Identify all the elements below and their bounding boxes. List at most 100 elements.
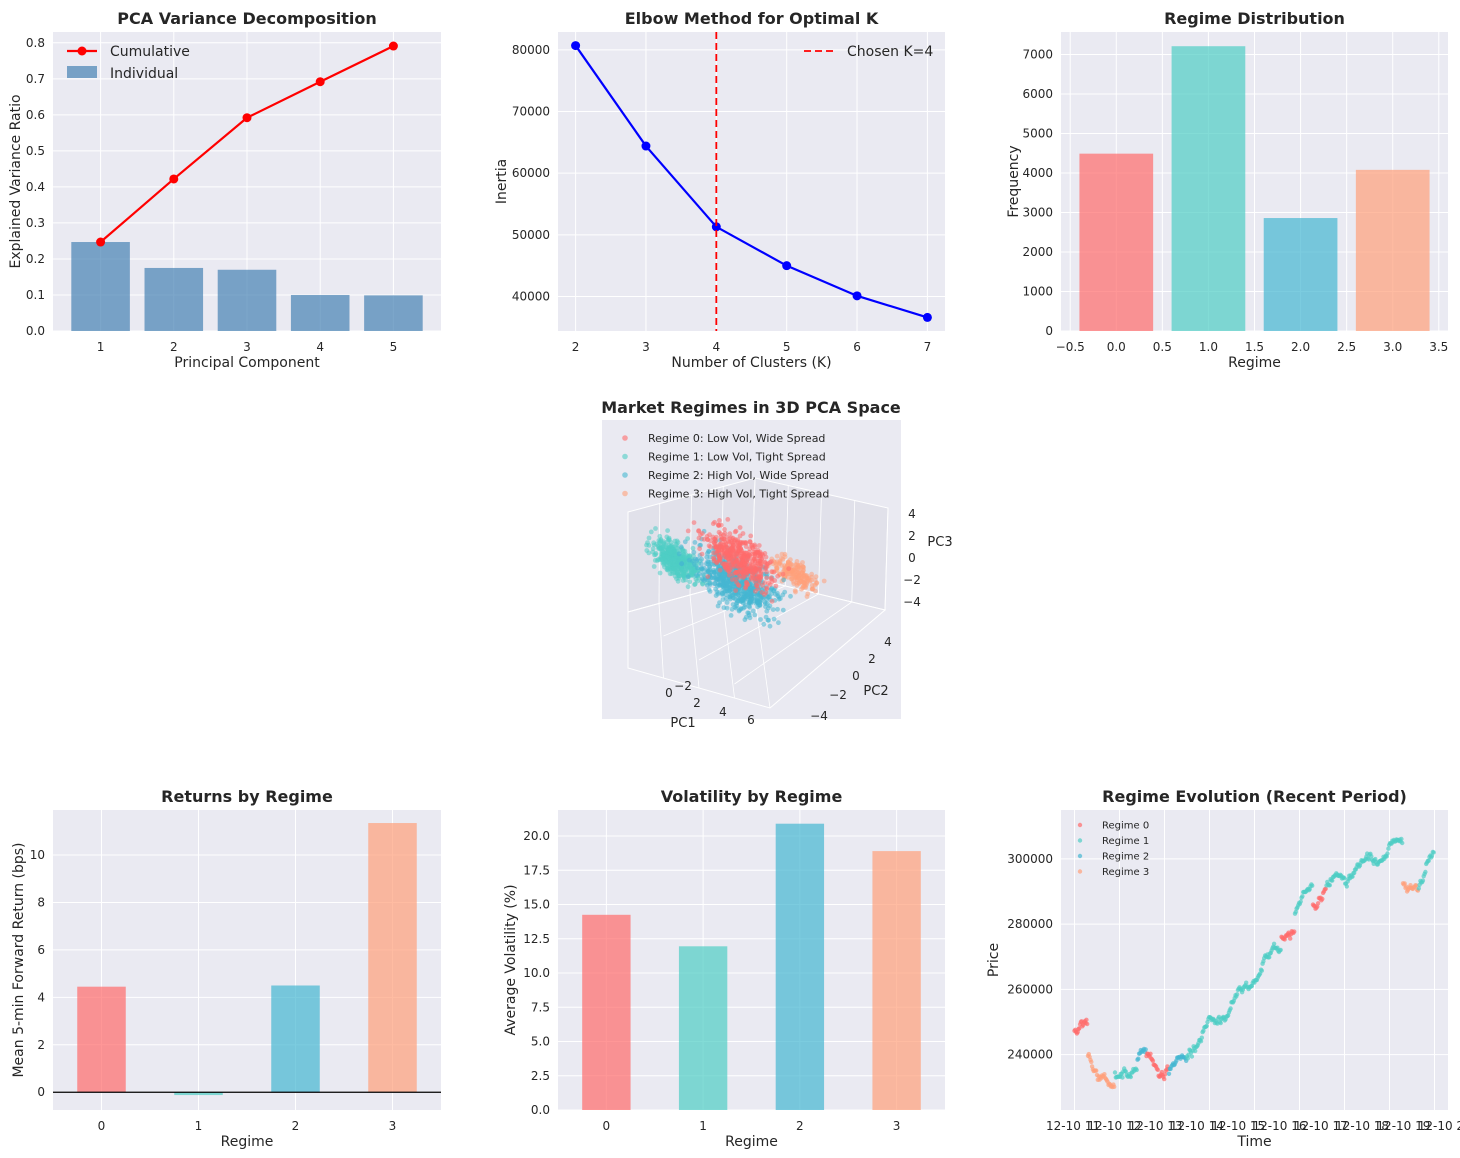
pca3d-point-regime-2 [775, 606, 780, 612]
pca3d-point-regime-0 [768, 575, 774, 581]
regime-distribution-chart: 0 1000 2000 3000 4000 5000 6000 7000 −0.5 0.0 0.5 1… [1006, 9, 1448, 371]
pca3d-point-regime-2 [767, 623, 773, 629]
pca3d-point-regime-1 [670, 570, 676, 575]
pca-legend-cumulative: Cumulative [110, 44, 190, 60]
evo-point-regime-1 [1342, 876, 1347, 881]
evo-xtick-label: 12-10 16 [1253, 1119, 1307, 1133]
pca3d-zlabel: PC3 [927, 535, 952, 550]
evo-point-regime-3 [1112, 1084, 1117, 1090]
dist-ytick-label: 7000 [1022, 48, 1053, 62]
pca-ytick-label: 0.2 [26, 252, 45, 266]
evo-xtick-label: 12-10 19 [1376, 1119, 1430, 1133]
pca3d-point-regime-0 [756, 543, 762, 548]
pca3d-point-regime-2 [696, 571, 702, 577]
pca3d-point-regime-1 [671, 547, 676, 552]
pca3d-point-regime-0 [685, 528, 691, 534]
pca3d-ytick-label: 2 [868, 652, 876, 666]
pca3d-point-regime-1 [651, 564, 657, 569]
elbow-xtick-label: 7 [924, 340, 932, 354]
elbow-ytick-label: 40000 [512, 289, 550, 303]
elbow-ytick-label: 70000 [512, 105, 550, 119]
pca3d-point-regime-1 [675, 546, 680, 551]
pca3d-point-regime-0 [751, 549, 757, 555]
pca3d-point-regime-3 [774, 559, 780, 565]
pca3d-point-regime-2 [739, 597, 745, 603]
pca3d-point-regime-3 [797, 562, 803, 568]
pca3d-point-regime-2 [685, 574, 691, 580]
pca3d-point-regime-0 [733, 588, 739, 593]
pca3d-point-regime-1 [659, 546, 665, 551]
pca3d-ztick-label: 0 [908, 551, 916, 565]
evo-legend-label-2: Regime 2 [1102, 852, 1149, 863]
pca3d-point-regime-0 [769, 598, 775, 604]
pca3d-ztick-label: 2 [908, 529, 916, 543]
evo-legend-label-3: Regime 3 [1102, 867, 1149, 878]
elbow-point [571, 41, 581, 51]
pca-bar-individual [71, 242, 130, 331]
pca3d-point-regime-2 [705, 559, 711, 564]
pca3d-point-regime-1 [668, 566, 674, 572]
pca3d-point-regime-0 [751, 567, 757, 573]
pca3d-point-regime-3 [781, 567, 787, 573]
dist-xtick-label: 3.0 [1383, 340, 1402, 354]
pca3d-point-regime-0 [727, 531, 733, 537]
pca3d-point-regime-0 [764, 585, 770, 591]
pca3d-legend-marker-0 [622, 435, 628, 441]
pca3d-point-regime-2 [707, 580, 713, 586]
pca3d-point-regime-1 [685, 584, 691, 590]
vol-bar-regime-3 [872, 851, 921, 1110]
evo-point-regime-0 [1085, 1021, 1090, 1027]
elbow-point [782, 261, 792, 271]
evo-point-regime-1 [1429, 853, 1435, 858]
pca3d-point-regime-2 [692, 562, 697, 567]
pca3d-gridline [658, 603, 664, 679]
dist-title: Regime Distribution [1164, 9, 1345, 28]
evo-ytick-label: 280000 [1007, 917, 1053, 931]
pca-ytick-label: 0.6 [26, 108, 45, 122]
evo-ytick-label: 260000 [1007, 982, 1053, 996]
evo-legend-marker-1 [1077, 838, 1083, 843]
evo-legend: Regime 0 Regime 1 Regime 2 Regime 3 [1077, 821, 1149, 878]
evo-point-regime-0 [1084, 1017, 1089, 1022]
evo-point-regime-0 [1148, 1051, 1153, 1057]
pca3d-point-regime-2 [717, 600, 722, 605]
returns-ytick-label: 4 [37, 990, 45, 1004]
pca-ytick-label: 0.0 [26, 324, 45, 338]
pca3d-point-regime-2 [720, 587, 726, 593]
elbow-title: Elbow Method for Optimal K [625, 9, 879, 28]
pca3d-point-regime-3 [802, 577, 808, 583]
evo-xtick-label: 12-10 12 [1087, 1119, 1141, 1133]
pca3d-point-regime-0 [742, 550, 748, 556]
pca3d-point-regime-2 [755, 604, 760, 610]
pca3d-point-regime-1 [665, 528, 670, 533]
elbow-xtick-label: 5 [783, 340, 791, 354]
pca-bar-individual [144, 267, 204, 331]
pca3d-legend-label-3: Regime 3: High Vol, Tight Spread [648, 488, 829, 501]
pca3d-point-regime-2 [766, 617, 771, 623]
evo-xlabel: Time [1236, 1134, 1271, 1150]
pca3d-title: Market Regimes in 3D PCA Space [601, 398, 901, 417]
pca3d-point-regime-3 [800, 570, 805, 576]
pca-title: PCA Variance Decomposition [117, 9, 376, 28]
evo-point-regime-2 [1143, 1047, 1148, 1052]
pca-ylabel: Explained Variance Ratio [8, 94, 24, 268]
pca3d-point-regime-0 [764, 575, 769, 581]
evo-point-regime-1 [1369, 854, 1374, 859]
pca3d-point-regime-2 [778, 596, 783, 601]
evo-point-regime-1 [1185, 1056, 1191, 1061]
returns-chart: 0 2 4 6 8 10 0 1 2 3 Returns by Regime Regime Mean 5… [11, 787, 441, 1150]
elbow-ytick-label: 60000 [512, 166, 550, 180]
vol-ytick-label: 7.5 [531, 1000, 550, 1014]
pca3d-point-regime-0 [755, 586, 761, 592]
returns-ytick-label: 8 [37, 895, 45, 909]
returns-ytick-label: 10 [30, 848, 45, 862]
pca3d-ytick-label: −2 [829, 688, 847, 702]
pca3d-point-regime-0 [768, 559, 774, 564]
dist-xtick-label: 2.0 [1291, 340, 1310, 354]
pca3d-point-regime-0 [716, 553, 722, 559]
elbow-chart: 40000 50000 60000 70000 80000 2 3 4 5 6 7 Chosen K=… [494, 9, 945, 371]
evo-point-regime-3 [1089, 1059, 1094, 1065]
vol-ytick-label: 5.0 [531, 1035, 550, 1049]
pca3d-point-regime-2 [724, 605, 730, 611]
pca3d-point-regime-0 [704, 534, 710, 539]
